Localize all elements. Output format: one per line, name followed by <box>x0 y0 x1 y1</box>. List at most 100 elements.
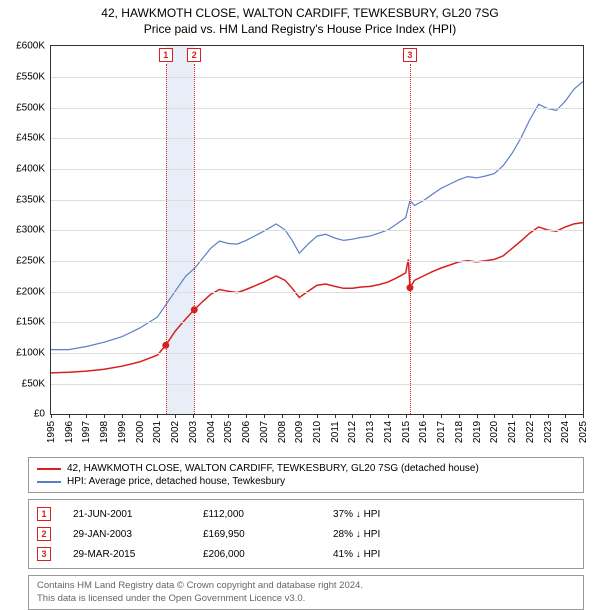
x-tick <box>211 414 212 418</box>
gridline <box>51 138 583 139</box>
footer: Contains HM Land Registry data © Crown c… <box>28 575 584 610</box>
marker-box: 2 <box>187 48 201 62</box>
sales-date: 29-MAR-2015 <box>73 549 203 560</box>
x-tick-label: 2024 <box>560 421 571 443</box>
sales-date: 21-JUN-2001 <box>73 509 203 520</box>
y-tick-label: £500K <box>16 102 45 113</box>
x-tick-label: 2022 <box>525 421 536 443</box>
sales-price: £169,950 <box>203 529 333 540</box>
y-tick-label: £400K <box>16 163 45 174</box>
x-tick-label: 2016 <box>418 421 429 443</box>
x-tick <box>548 414 549 418</box>
x-tick <box>264 414 265 418</box>
legend-swatch-red <box>37 468 61 470</box>
y-tick-label: £350K <box>16 194 45 205</box>
x-tick-label: 2014 <box>383 421 394 443</box>
x-tick <box>282 414 283 418</box>
x-tick <box>459 414 460 418</box>
y-tick-label: £450K <box>16 133 45 144</box>
x-tick-label: 2009 <box>294 421 305 443</box>
x-tick <box>530 414 531 418</box>
x-tick <box>494 414 495 418</box>
price-paid-line <box>51 223 583 373</box>
x-tick-label: 2012 <box>347 421 358 443</box>
gridline <box>51 200 583 201</box>
x-tick-label: 2011 <box>330 421 341 443</box>
x-tick-label: 2004 <box>206 421 217 443</box>
title-line-1: 42, HAWKMOTH CLOSE, WALTON CARDIFF, TEWK… <box>101 6 498 20</box>
sales-marker: 2 <box>37 527 51 541</box>
sales-diff: 37% ↓ HPI <box>333 509 575 520</box>
x-tick-label: 2002 <box>170 421 181 443</box>
sales-marker: 1 <box>37 507 51 521</box>
x-tick-label: 1998 <box>99 421 110 443</box>
x-tick <box>406 414 407 418</box>
x-tick-label: 2000 <box>135 421 146 443</box>
legend: 42, HAWKMOTH CLOSE, WALTON CARDIFF, TEWK… <box>28 457 584 493</box>
gridline <box>51 384 583 385</box>
x-tick-label: 2005 <box>223 421 234 443</box>
sales-row: 329-MAR-2015£206,00041% ↓ HPI <box>37 544 575 564</box>
marker-box: 3 <box>403 48 417 62</box>
x-tick <box>69 414 70 418</box>
gridline <box>51 230 583 231</box>
x-tick <box>86 414 87 418</box>
x-tick <box>370 414 371 418</box>
y-axis: £0£50K£100K£150K£200K£250K£300K£350K£400… <box>5 46 47 414</box>
x-tick <box>51 414 52 418</box>
x-tick <box>335 414 336 418</box>
x-tick <box>565 414 566 418</box>
marker-vline <box>194 64 195 414</box>
chart-title: 42, HAWKMOTH CLOSE, WALTON CARDIFF, TEWK… <box>0 0 600 37</box>
x-tick <box>122 414 123 418</box>
x-tick-label: 1995 <box>46 421 57 443</box>
x-tick <box>104 414 105 418</box>
sales-row: 229-JAN-2003£169,95028% ↓ HPI <box>37 524 575 544</box>
x-axis: 1995199619971998199920002001200220032004… <box>51 418 583 448</box>
legend-item-red: 42, HAWKMOTH CLOSE, WALTON CARDIFF, TEWK… <box>37 462 575 475</box>
x-tick <box>140 414 141 418</box>
x-tick-label: 2025 <box>578 421 589 443</box>
sales-price: £112,000 <box>203 509 333 520</box>
x-tick-label: 1996 <box>64 421 75 443</box>
legend-label-blue: HPI: Average price, detached house, Tewk… <box>67 476 285 487</box>
x-tick <box>477 414 478 418</box>
x-tick <box>299 414 300 418</box>
x-tick <box>388 414 389 418</box>
title-line-2: Price paid vs. HM Land Registry's House … <box>144 22 456 36</box>
x-tick <box>246 414 247 418</box>
y-tick-label: £550K <box>16 71 45 82</box>
sales-price: £206,000 <box>203 549 333 560</box>
x-tick-label: 2001 <box>152 421 163 443</box>
y-tick-label: £300K <box>16 225 45 236</box>
x-tick-label: 2020 <box>489 421 500 443</box>
x-tick-label: 2008 <box>277 421 288 443</box>
gridline <box>51 77 583 78</box>
gridline <box>51 108 583 109</box>
x-tick <box>175 414 176 418</box>
footer-line-2: This data is licensed under the Open Gov… <box>37 593 305 604</box>
sales-diff: 41% ↓ HPI <box>333 549 575 560</box>
x-tick-label: 2019 <box>472 421 483 443</box>
x-tick <box>512 414 513 418</box>
x-tick <box>157 414 158 418</box>
x-tick-label: 1999 <box>117 421 128 443</box>
gridline <box>51 353 583 354</box>
x-tick-label: 2010 <box>312 421 323 443</box>
legend-swatch-blue <box>37 481 61 483</box>
sales-diff: 28% ↓ HPI <box>333 529 575 540</box>
x-tick-label: 2015 <box>401 421 412 443</box>
x-tick-label: 2017 <box>436 421 447 443</box>
sales-table: 121-JUN-2001£112,00037% ↓ HPI229-JAN-200… <box>28 499 584 569</box>
legend-item-blue: HPI: Average price, detached house, Tewk… <box>37 475 575 488</box>
marker-vline <box>410 64 411 414</box>
y-tick-label: £150K <box>16 317 45 328</box>
legend-label-red: 42, HAWKMOTH CLOSE, WALTON CARDIFF, TEWK… <box>67 463 479 474</box>
x-tick <box>583 414 584 418</box>
x-tick <box>228 414 229 418</box>
hpi-line <box>51 82 583 350</box>
sales-row: 1 21-JUN-2001£112,00037% ↓ HPI <box>37 504 575 524</box>
gridline <box>51 292 583 293</box>
x-tick-label: 2021 <box>507 421 518 443</box>
gridline <box>51 322 583 323</box>
